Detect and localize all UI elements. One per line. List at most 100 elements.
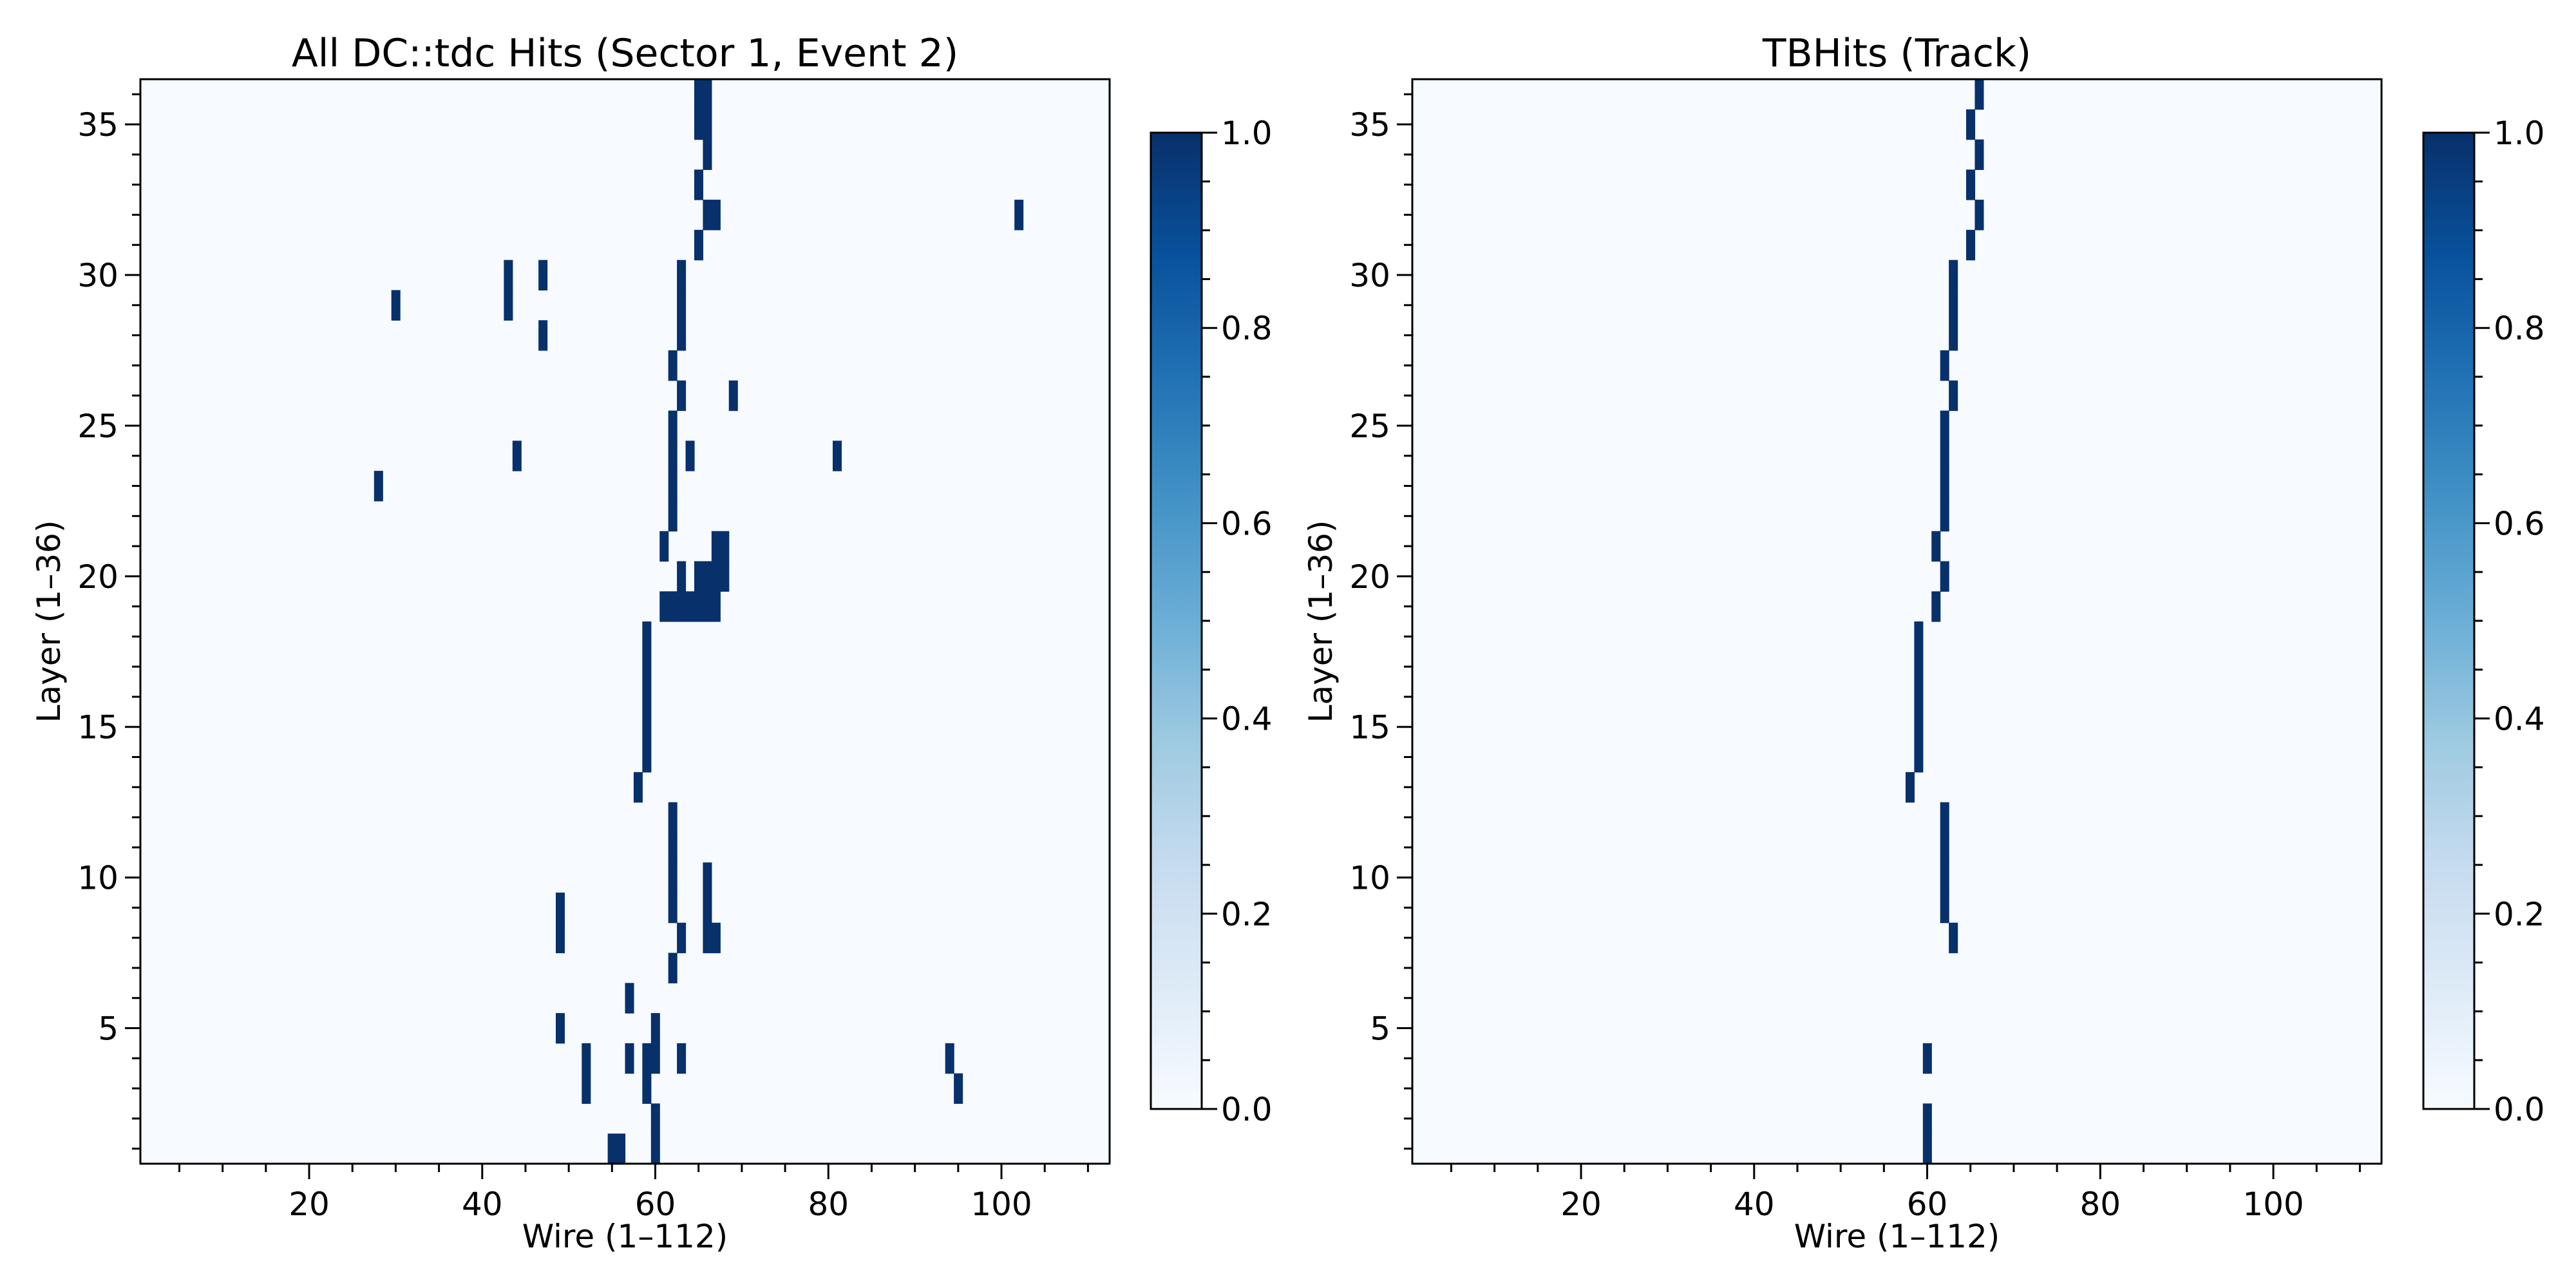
heatmap-cell: [659, 531, 669, 562]
heatmap-cell: [694, 109, 704, 140]
heatmap-cell: [677, 290, 687, 321]
heatmap-cell: [504, 260, 513, 291]
heatmap-cell: [1905, 772, 1915, 803]
heatmap-cell: [633, 772, 643, 803]
heatmap-cell: [685, 440, 695, 471]
heatmap-cell: [1966, 169, 1976, 200]
heatmap-cell: [1949, 380, 1958, 412]
y-tick-label: 15: [1349, 709, 1390, 746]
heatmap-cell: [391, 290, 401, 321]
heatmap-cell: [711, 531, 721, 562]
heatmap-cell: [694, 229, 704, 261]
heatmap-cell: [668, 862, 677, 893]
heatmap-cell: [677, 1043, 687, 1074]
x-tick-label: 20: [1560, 1186, 1602, 1223]
x-tick-label: 80: [2079, 1186, 2121, 1223]
heatmap-cell: [1940, 561, 1949, 592]
heatmap-cell: [703, 79, 712, 110]
y-tick-label: 15: [77, 709, 118, 746]
heatmap-cell: [703, 200, 712, 231]
colorbar: 0.0 0.2 0.4 0.6 0.8 1.0: [1150, 115, 1273, 1128]
heatmap-cell: [694, 591, 704, 622]
heatmap-cell: [556, 893, 565, 923]
heatmap-cell: [1922, 1043, 1932, 1074]
heatmap-cell: [677, 380, 687, 412]
heatmap-cell: [607, 1133, 617, 1164]
heatmap-cell: [677, 260, 687, 291]
heatmap-cell: [1914, 681, 1924, 712]
colorbar-tick-label: 0.8: [2494, 310, 2545, 347]
chart-title: TBHits (Track): [1762, 31, 2031, 76]
heatmap-cell: [711, 922, 721, 954]
heatmap-cell: [1940, 832, 1949, 863]
heatmap-cell: [703, 561, 712, 592]
heatmap-cell: [668, 832, 677, 863]
heatmap-cell: [556, 1013, 565, 1044]
colorbar: 0.0 0.2 0.4 0.6 0.8 1.0: [2422, 115, 2545, 1128]
heatmap-cell: [677, 922, 687, 954]
heatmap-cell: [694, 561, 704, 592]
heatmap-cell: [1940, 471, 1949, 502]
y-tick-label: 30: [77, 257, 118, 294]
heatmap-cell: [642, 742, 652, 773]
heatmap-cell: [374, 471, 383, 502]
y-tick-label: 35: [77, 106, 118, 144]
colorbar-tick-label: 0.0: [1221, 1091, 1273, 1128]
heatmap-cell: [728, 380, 738, 412]
heatmap-cell: [668, 500, 677, 532]
heatmap-cell: [1949, 922, 1958, 954]
heatmap-cell: [1931, 591, 1941, 622]
x-tick-label: 60: [1907, 1186, 1948, 1223]
heatmap-cell: [625, 983, 634, 1014]
heatmap-cell: [694, 169, 704, 200]
heatmap-cell: [677, 320, 687, 351]
heatmap-cell: [711, 200, 721, 231]
heatmap-cell: [1949, 290, 1958, 321]
y-tick-label: 25: [77, 408, 118, 445]
heatmap-cell: [1940, 350, 1949, 381]
heatmap-cell: [711, 591, 721, 622]
x-axis-label: Wire (1–112): [522, 1218, 728, 1255]
heatmap-cell: [1914, 742, 1924, 773]
heatmap-cell: [833, 440, 842, 471]
heatmap-cell: [625, 1043, 634, 1074]
heatmap-cell: [1914, 621, 1924, 652]
colorbar-tick-label: 0.6: [1221, 505, 1273, 542]
heatmap-cell: [650, 1103, 660, 1134]
heatmap-cell: [1975, 200, 1984, 231]
heatmap-cell: [668, 410, 677, 441]
heatmap-cell: [694, 79, 704, 110]
x-tick-label: 80: [808, 1186, 849, 1223]
heatmap-cell: [1922, 1103, 1932, 1134]
heatmap-cell: [1975, 79, 1984, 110]
heatmap-cell: [1975, 139, 1984, 170]
heatmap-cell: [504, 290, 513, 321]
heatmap-cell: [668, 802, 677, 833]
heatmap-cell: [668, 471, 677, 502]
y-tick-label: 35: [1349, 106, 1390, 144]
heatmap-cell: [677, 591, 687, 622]
heatmap-cell: [1940, 893, 1949, 923]
y-axis-label: Layer (1–36): [30, 520, 68, 723]
heatmap-cell: [642, 621, 652, 652]
colorbar-tick-label: 0.0: [2494, 1091, 2545, 1128]
heatmap-cell: [703, 139, 712, 170]
y-tick-label: 30: [1349, 257, 1390, 294]
heatmap-cell: [1914, 651, 1924, 683]
heatmap-cell: [954, 1073, 963, 1104]
x-tick-label: 40: [1734, 1186, 1775, 1223]
heatmap-cell: [703, 893, 712, 923]
heatmap-cell: [668, 591, 677, 622]
x-tick-label: 60: [635, 1186, 676, 1223]
heatmap-cell: [659, 591, 669, 622]
colorbar-tick-label: 0.2: [2494, 896, 2545, 933]
heatmap-cell: [642, 712, 652, 743]
heatmap-cell: [685, 591, 695, 622]
colorbar-tick-label: 0.2: [1221, 896, 1273, 933]
heatmap-cell: [538, 320, 548, 351]
heatmap-cell: [703, 109, 712, 140]
heatmap-cell: [668, 350, 677, 381]
heatmap-cell: [677, 561, 687, 592]
heatmap-cell: [1949, 320, 1958, 351]
